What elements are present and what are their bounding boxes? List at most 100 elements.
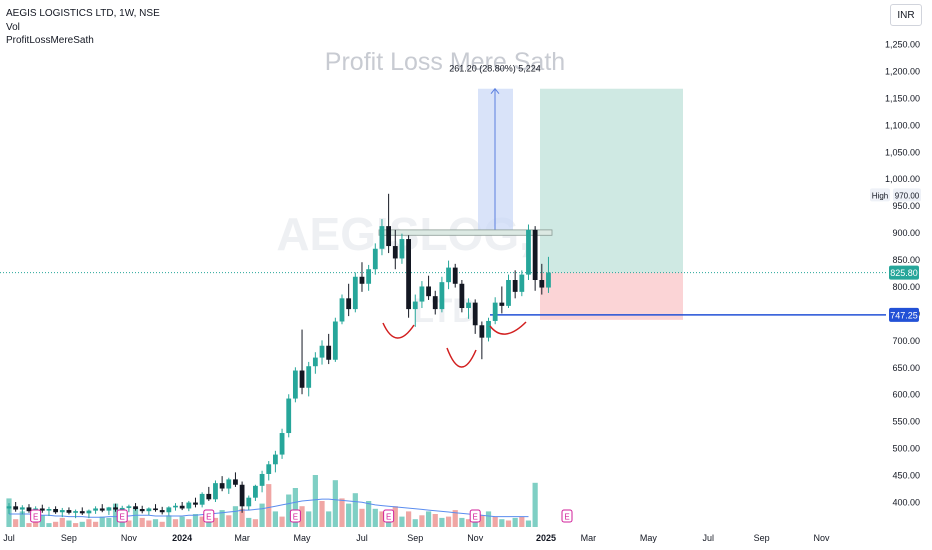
earnings-marker[interactable] [289, 509, 301, 523]
candle-body[interactable] [193, 502, 198, 505]
candle-body[interactable] [386, 226, 392, 247]
candle-body[interactable] [266, 464, 272, 474]
candle-body[interactable] [99, 508, 105, 511]
candle-body[interactable] [59, 510, 65, 513]
candle-body[interactable] [166, 507, 172, 513]
candle-body[interactable] [392, 246, 398, 259]
candle-body[interactable] [119, 507, 125, 510]
last-price-badge[interactable] [889, 265, 919, 280]
candle-body[interactable] [306, 366, 312, 388]
candle-body[interactable] [526, 229, 531, 275]
candle-body[interactable] [286, 398, 292, 434]
candle-body[interactable] [66, 510, 72, 513]
candle-body[interactable] [179, 505, 185, 509]
candle-body[interactable] [53, 509, 59, 513]
candle-body[interactable] [93, 508, 98, 511]
candle-body[interactable] [233, 479, 238, 485]
candle-body[interactable] [206, 493, 212, 500]
candle-body[interactable] [86, 510, 92, 514]
candle-body[interactable] [346, 298, 352, 310]
candle-body[interactable] [26, 507, 32, 512]
candle-body[interactable] [153, 508, 158, 511]
candle-body[interactable] [399, 239, 405, 259]
candle-body[interactable] [6, 506, 12, 509]
candle-body[interactable] [499, 302, 505, 306]
candle-body[interactable] [279, 433, 285, 455]
candle-body[interactable] [539, 280, 545, 288]
candle-body[interactable] [259, 473, 265, 486]
volume-bar [319, 501, 325, 527]
candle-body[interactable] [19, 507, 25, 510]
candle-body[interactable] [199, 493, 205, 505]
candle-body[interactable] [173, 505, 178, 508]
candle-body[interactable] [406, 239, 411, 310]
candle-body[interactable] [412, 301, 418, 310]
earnings-marker[interactable] [30, 509, 42, 523]
candle-body[interactable] [139, 509, 145, 512]
candle-body[interactable] [46, 509, 52, 511]
candle-body[interactable] [186, 502, 192, 509]
candle-body[interactable] [426, 286, 431, 297]
candle-body[interactable] [106, 507, 112, 511]
candle-body[interactable] [73, 511, 78, 513]
candle-body[interactable] [532, 229, 538, 281]
candle-body[interactable] [213, 483, 218, 500]
candle-body[interactable] [299, 370, 305, 388]
candle-body[interactable] [13, 506, 19, 510]
candle-body[interactable] [512, 280, 518, 292]
earnings-marker[interactable] [116, 509, 128, 523]
earnings-marker[interactable] [561, 509, 573, 523]
candle-body[interactable] [366, 269, 372, 284]
resistance-zone[interactable] [378, 229, 553, 236]
candle-body[interactable] [359, 276, 365, 284]
candle-body[interactable] [159, 510, 165, 513]
candle-body[interactable] [506, 280, 511, 306]
candle-body[interactable] [292, 370, 298, 399]
candle-body[interactable] [273, 454, 278, 465]
candle-body[interactable] [459, 283, 465, 309]
candle-body[interactable] [219, 483, 225, 489]
candle-body[interactable] [439, 282, 445, 310]
candle-body[interactable] [352, 276, 358, 310]
candle-body[interactable] [419, 286, 425, 302]
currency-button[interactable]: INR [890, 4, 922, 26]
stop-level-badge[interactable] [889, 307, 919, 322]
candle-body[interactable] [472, 302, 478, 326]
candle-body[interactable] [466, 302, 471, 309]
candle-body[interactable] [326, 345, 332, 360]
candle-body[interactable] [379, 226, 385, 249]
candle-body[interactable] [339, 298, 345, 322]
profit-zone[interactable] [540, 88, 683, 273]
candle-body[interactable] [39, 508, 45, 511]
candle-body[interactable] [253, 485, 258, 498]
earnings-marker[interactable] [203, 509, 215, 523]
candle-body[interactable] [332, 321, 338, 360]
candle-body[interactable] [479, 325, 485, 338]
candle-body[interactable] [486, 320, 491, 338]
candle-body[interactable] [312, 357, 318, 367]
candle-body[interactable] [133, 506, 138, 510]
volume-legend[interactable]: Vol [6, 22, 20, 33]
candle-body[interactable] [79, 511, 85, 514]
candle-body[interactable] [226, 479, 232, 489]
earnings-marker[interactable] [469, 509, 481, 523]
candle-body[interactable] [319, 345, 325, 358]
symbol-title[interactable]: AEGIS LOGISTICS LTD, 1W, NSE [6, 8, 160, 19]
candle-body[interactable] [246, 497, 252, 507]
candle-body[interactable] [446, 267, 451, 283]
candle-body[interactable] [239, 484, 245, 507]
candle-body[interactable] [519, 274, 525, 292]
candle-body[interactable] [452, 267, 458, 284]
loss-zone[interactable] [540, 272, 683, 320]
time-tick-label: Jul [703, 533, 715, 543]
indicator-legend[interactable]: ProfitLossMereSath [6, 35, 94, 46]
candle-body[interactable] [146, 508, 152, 512]
candle-body[interactable] [372, 248, 378, 270]
earnings-marker[interactable] [383, 509, 395, 523]
candle-body[interactable] [113, 507, 118, 510]
candle-body[interactable] [546, 272, 551, 288]
candle-body[interactable] [492, 302, 498, 321]
candle-body[interactable] [126, 506, 132, 508]
candle-body[interactable] [432, 296, 438, 310]
